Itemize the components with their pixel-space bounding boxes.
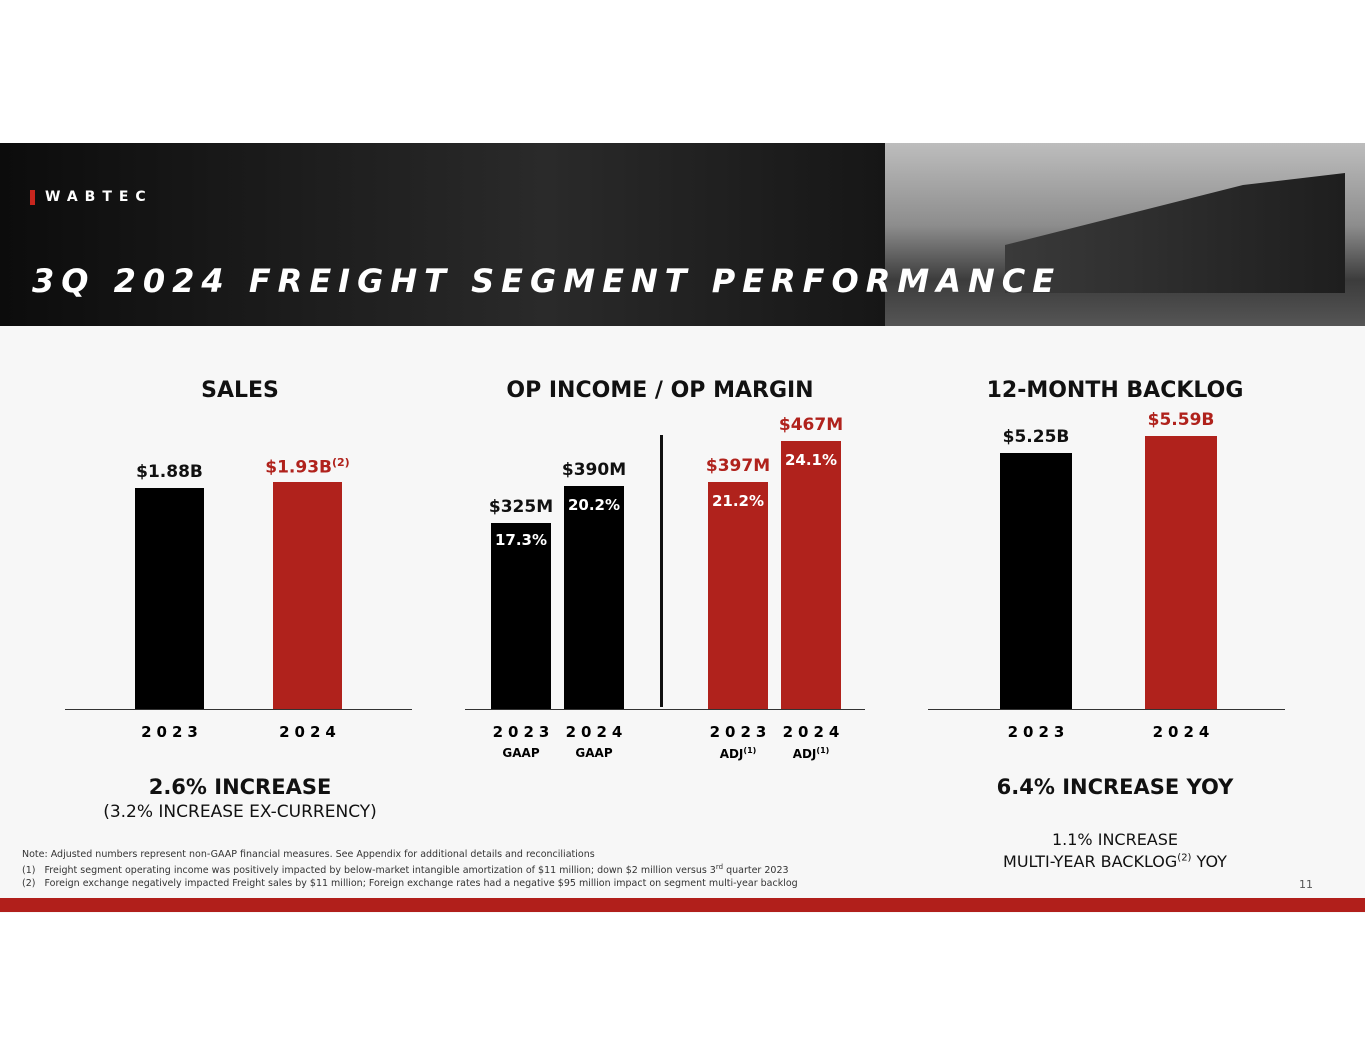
footnote-2: (2) Foreign exchange negatively impacted…: [22, 878, 798, 890]
op-income-value-label: $390M: [561, 459, 627, 480]
op-margin-label: 20.2%: [567, 495, 621, 514]
backlog-value-label: $5.59B: [1147, 410, 1215, 431]
backlog-value-label: $5.25B: [1002, 426, 1070, 447]
sales-x-tick: 2024: [279, 723, 341, 741]
sales-summary: 2.6% INCREASE: [148, 775, 332, 799]
op-income-bar: [781, 441, 841, 709]
op-income-axis: [465, 709, 865, 710]
backlog-x-tick: 2024: [1152, 723, 1215, 741]
op-margin-label: 21.2%: [711, 491, 765, 510]
sales-bar: [135, 488, 204, 709]
op-margin-label: 17.3%: [494, 530, 548, 549]
op-income-bar: [491, 522, 551, 709]
logo-text: WABTEC: [45, 189, 153, 205]
sales-x-tick: 2023: [141, 723, 203, 741]
sales-title: SALES: [201, 378, 279, 403]
footnotes: Note: Adjusted numbers represent non-GAA…: [22, 848, 798, 890]
op-income-value-label: $397M: [705, 455, 771, 476]
op-income-basis-label: GAAP: [575, 746, 613, 760]
wabtec-logo: WABTEC: [30, 189, 153, 205]
backlog-x-tick: 2023: [1007, 723, 1070, 741]
op-income-basis-label: GAAP: [502, 746, 540, 760]
op-income-bar: [708, 481, 768, 709]
op-income-value-label: $467M: [778, 415, 844, 436]
backlog-bar: [1145, 436, 1217, 709]
op-income-x-tick: 2023: [709, 723, 772, 741]
op-income-x-tick: 2024: [565, 723, 628, 741]
backlog-summary-sub2: MULTI-YEAR BACKLOG(2) YOY: [1003, 852, 1227, 871]
footnote-1: (1) Freight segment operating income was…: [22, 863, 789, 877]
op-income-bar: [564, 485, 624, 709]
sales-axis: [65, 709, 412, 710]
backlog-bar: [1000, 452, 1072, 709]
op-income-value-label: $325M: [488, 496, 554, 517]
footer-red-bar: [0, 898, 1365, 912]
op-income-x-tick: 2023: [492, 723, 555, 741]
backlog-axis: [928, 709, 1285, 710]
sales-value-label: $1.88B: [136, 462, 203, 483]
op-margin-label: 24.1%: [784, 451, 838, 470]
page-number: 11: [1299, 878, 1313, 891]
backlog-summary: 6.4% INCREASE YOY: [996, 775, 1234, 799]
gaap-adj-divider: [660, 435, 663, 707]
backlog-summary-sub1: 1.1% INCREASE: [1051, 830, 1179, 849]
sales-summary-sub: (3.2% INCREASE EX-CURRENCY): [103, 802, 377, 822]
footnote-note: Note: Adjusted numbers represent non-GAA…: [22, 849, 595, 860]
op-income-basis-label: ADJ(1): [719, 746, 757, 761]
sales-bar: [273, 482, 342, 709]
op-income-basis-label: ADJ(1): [792, 746, 830, 761]
locomotive-photo: [885, 143, 1365, 326]
op-income-x-tick: 2024: [782, 723, 845, 741]
page-title: 3Q 2024 FREIGHT SEGMENT PERFORMANCE: [32, 262, 1062, 300]
op-income-title: OP INCOME / OP MARGIN: [506, 378, 814, 403]
backlog-title: 12-MONTH BACKLOG: [986, 378, 1244, 403]
sales-value-label: $1.93B(2): [265, 456, 350, 478]
